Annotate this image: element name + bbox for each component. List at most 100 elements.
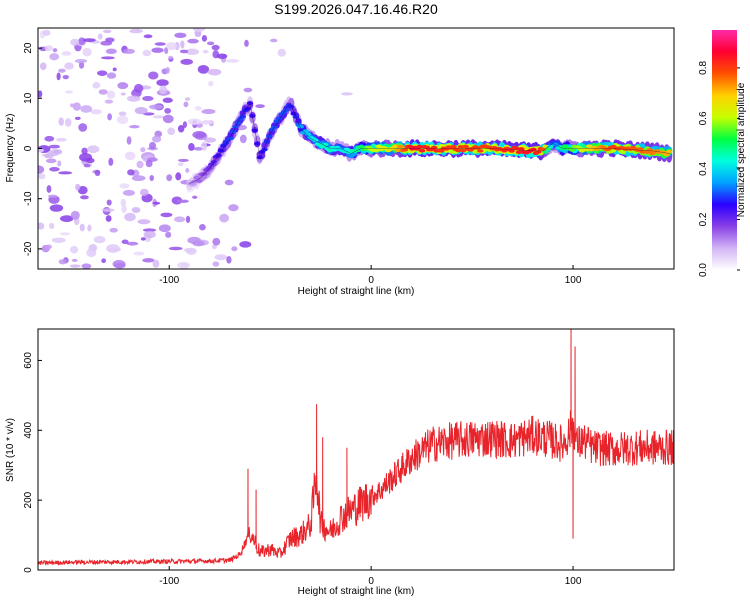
spectrogram-ridge-cell [273,119,280,124]
spectrogram-noise-blob [228,204,239,212]
spectrogram-noise-blob [129,124,140,129]
spectrogram-noise-blob [165,66,170,74]
spectrogram-noise-blob [151,47,164,53]
spectrogram-noise-blob [154,42,166,46]
spectrogram-noise-blob [187,118,202,125]
spectrogram-ridge-cell [394,148,401,152]
spectrogram-noise-blob [113,262,126,269]
spectrogram-noise-blob [38,148,44,153]
spectrogram-noise-blob [133,251,145,256]
spectrogram-noise-blob [180,40,185,49]
spectrogram-noise-blob [116,115,129,125]
spectrogram-noise-blob [179,49,189,54]
spectrogram-noise-blob [39,62,47,71]
spectrogram-noise-blob [341,92,353,96]
spectrogram-noise-blob [149,175,154,182]
spectrogram-noise-blob [142,96,154,102]
spectrogram-noise-blob [52,48,58,53]
colorbar-ticks: 0.0 0.2 0.4 0.6 0.8 [698,61,740,277]
spectrogram-noise-blob [79,153,93,162]
spectrogram-noise-blob [96,70,108,76]
spectrogram-noise-blob [74,58,88,64]
spectrogram-noise-blob [173,216,186,223]
spectrogram-noise-blob [59,232,71,236]
spectrogram-noise-blob [64,118,72,127]
spectrogram-noise-blob [120,92,126,96]
spectrogram-noise-blob [81,263,92,269]
spectrogram-noise-blob [159,85,168,94]
spectrogram-noise-blob [87,224,92,232]
spectrogram-noise-blob [57,160,62,167]
spectrogram-noise-blob [106,243,120,253]
spectrogram-noise-blob [86,248,97,258]
spectrogram-noise-blob [225,59,240,63]
spectrogram-noise-blob [211,244,217,250]
spectrogram-noise-blob [140,147,146,153]
spectrogram-noise-blob [164,107,172,114]
spectrogram-noise-blob [64,62,74,70]
spectrogram-noise-blob [45,158,57,164]
snr-y-ticks: 0 200 400 600 [23,352,42,573]
snr-y-label: SNR (10 * v/v) [5,418,16,482]
spectrogram-noise-blob [211,44,220,51]
spectrogram-noise-blob [101,208,115,212]
spectrogram-ridge-cell [304,132,312,136]
spectrogram-x-ticks: -100 0 100 [159,265,582,286]
spectrogram-noise-blob [184,97,191,101]
colorbar-label: Normalized spectral amplitude [736,82,747,217]
spectrogram-y-tick-label: 20 [23,42,34,54]
colorbar-tick-label: 0.2 [698,212,709,226]
spectrogram-noise-blob [118,111,127,116]
spectrogram-ridge-cell [401,147,409,152]
spectrogram-noise-blob [177,261,191,269]
spectrogram-noise-blob [277,48,287,57]
spectrogram-noise-blob [142,49,152,57]
spectrogram-noise-blob [168,55,174,59]
spectrogram-ridge-cell [287,104,295,109]
spectrogram-noise-blob [197,65,210,74]
spectrogram-noise-blob [201,109,216,115]
spectrogram-ridge-cell [321,142,329,147]
spectrogram-noise-blob [131,207,141,213]
spectrogram-noise-blob [192,130,207,139]
spectrogram-noise-blob [59,215,74,223]
spectrogram-noise-blob [216,53,228,59]
spectrogram-noise-blob [243,87,253,93]
spectrogram-noise-blob [42,29,51,36]
spectrogram-noise-blob [176,199,189,203]
spectrogram-ridge-cell [266,134,273,139]
spectrogram-noise-blob [72,102,81,111]
spectrogram-noise-blob [70,210,80,220]
spectrogram-noise-blob [106,72,117,79]
spectrogram-ridge-cell [326,148,334,153]
snr-frame [37,328,675,571]
spectrogram-noise-blob [183,101,189,108]
snr-y-tick-label: 600 [23,352,34,369]
spectrogram-noise-blob [80,195,89,200]
spectrogram-noise-blob [162,114,174,124]
spectrogram-noise-blob [87,145,100,154]
spectrogram-noise-blob [71,258,78,263]
spectrogram-noise-blob [148,104,163,110]
spectrogram-noise-blob [49,166,60,172]
spectrogram-noise-blob [175,172,182,181]
spectrogram-noise-blob [55,137,67,142]
spectrogram-noise-blob [212,237,221,246]
spectrogram-noise-blob [188,142,195,151]
spectrogram-noise-blob [166,42,177,51]
spectrogram-ridge-cell [418,148,426,153]
spectrogram-noise-blob [109,227,118,233]
spectrogram-noise-blob [121,204,127,214]
spectrogram-ridge-cell [513,146,520,151]
spectrogram-noise-blob [162,97,173,103]
spectrogram-noise-blob [101,258,107,264]
spectrogram-noise-blob [145,159,153,168]
spectrogram-ridge-cell [210,160,217,164]
spectrogram-noise-blob [108,157,114,166]
spectrogram-noise-blob [106,199,112,206]
spectrogram-noise-blob [58,171,73,175]
spectrogram-noise-blob [185,48,200,55]
spectrogram-noise-blob [53,149,63,155]
spectrogram-noise-blob [122,48,135,54]
